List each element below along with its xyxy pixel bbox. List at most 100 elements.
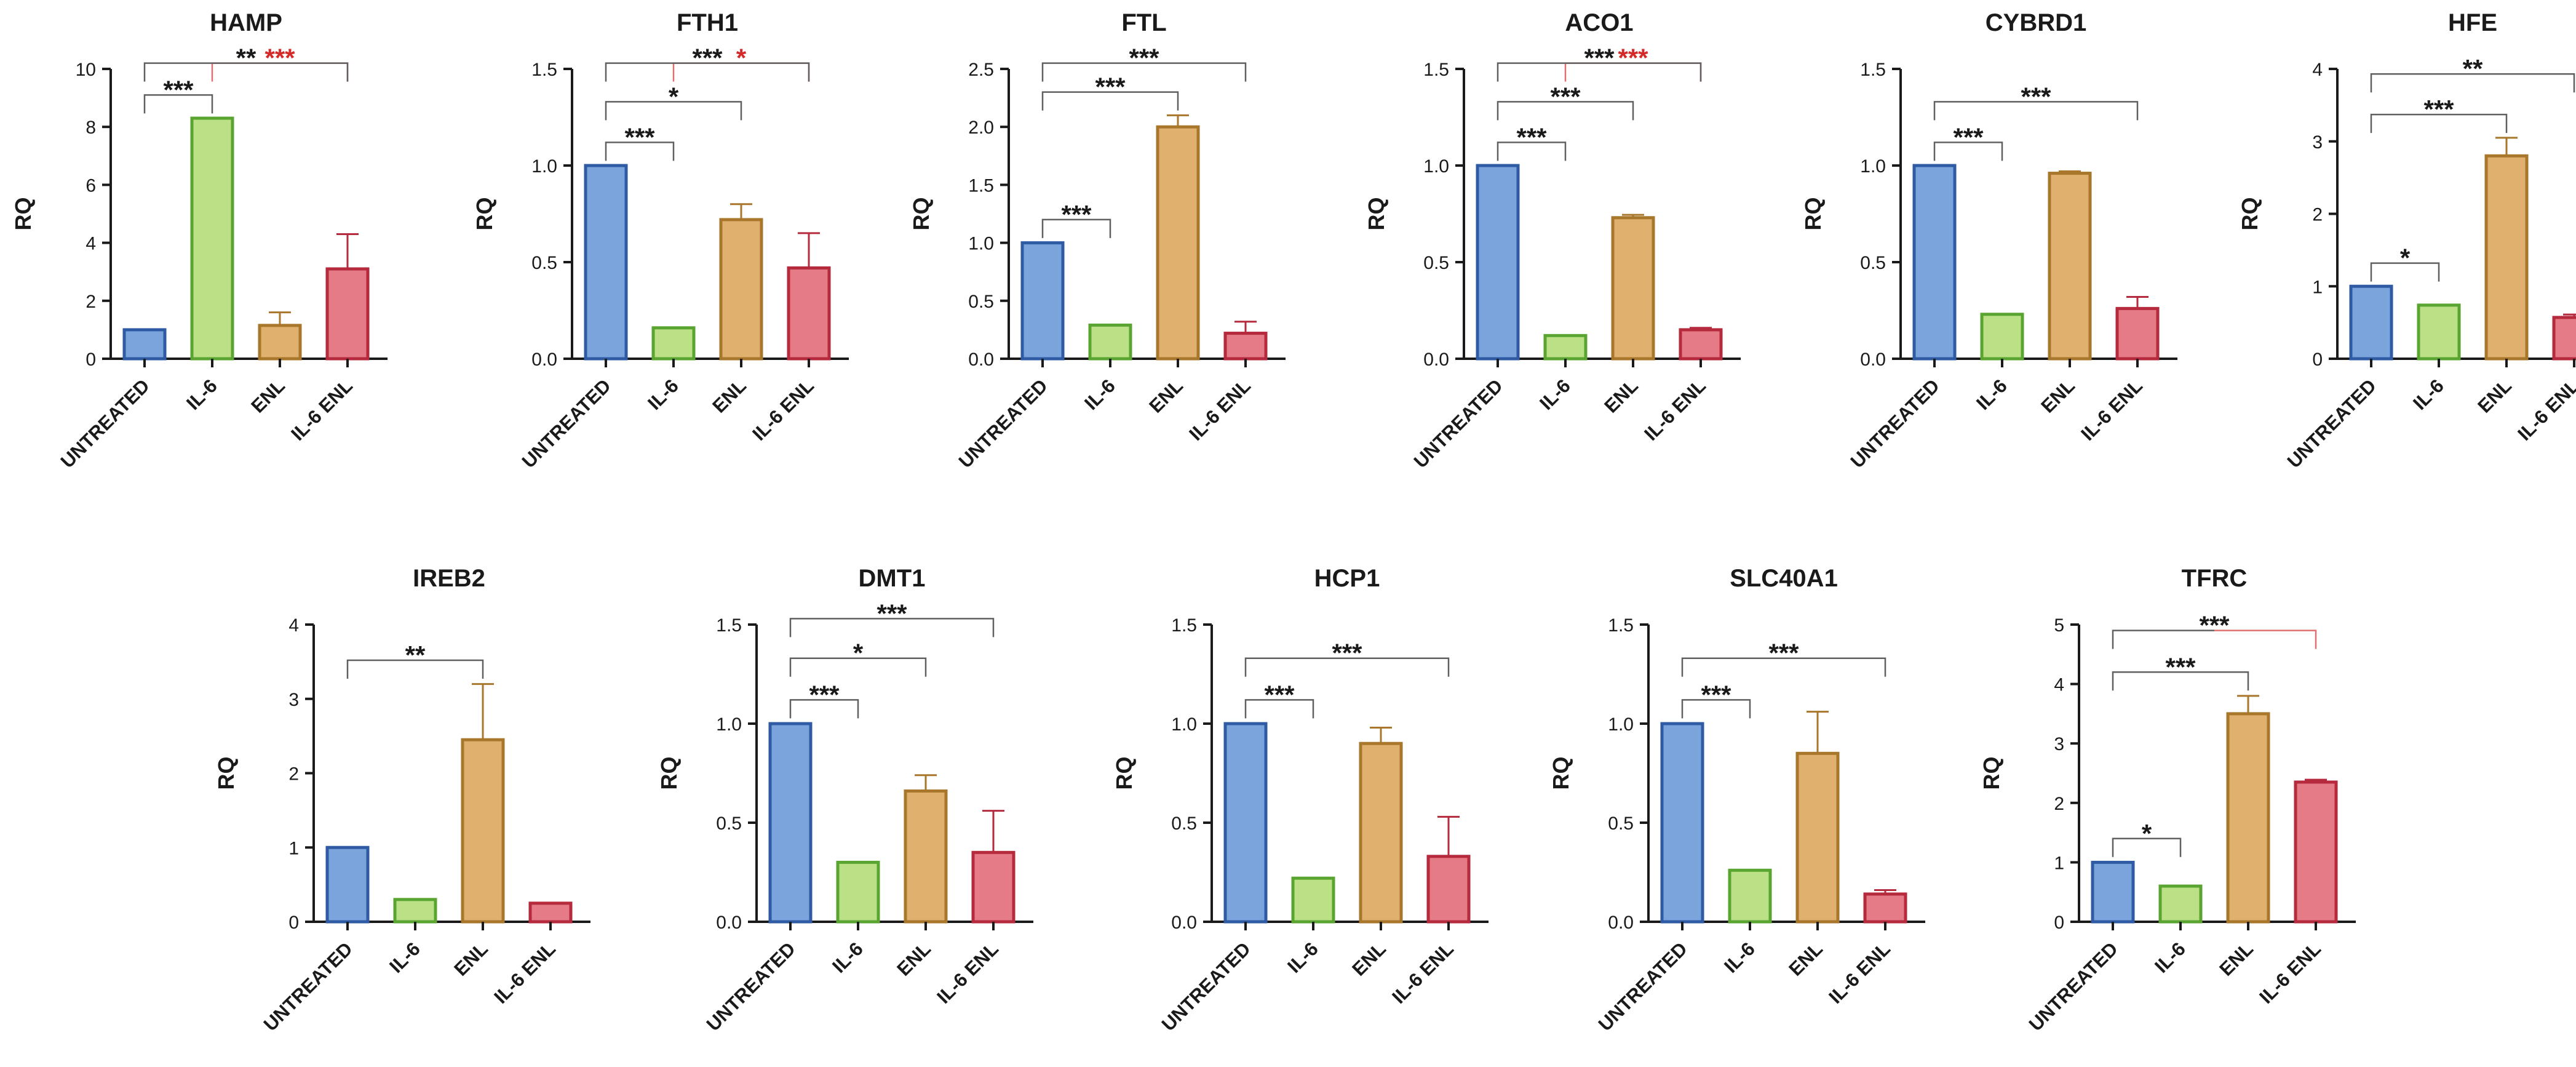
- significance-bracket: [2370, 113, 2508, 134]
- y-axis-label: RQ: [908, 198, 934, 231]
- x-tick-label: IL-6 ENL: [1640, 375, 1710, 445]
- significance-bracket: [1244, 657, 1450, 677]
- bar-il-6-enl: [1223, 332, 1268, 361]
- chart-title: HCP1: [1314, 565, 1380, 592]
- significance-label: ***: [1061, 200, 1092, 229]
- y-tick-label: 1.0: [968, 234, 994, 254]
- y-tick-label: 4: [85, 234, 96, 254]
- y-tick-label: 0.0: [968, 350, 994, 370]
- significance-label: *: [2400, 244, 2411, 273]
- y-tick-label: 0.5: [1860, 253, 1886, 273]
- significance-label: ***: [1701, 680, 1731, 709]
- significance-label: **: [405, 641, 426, 669]
- y-axis-label: RQ: [472, 198, 497, 231]
- bar-untreated: [2349, 284, 2393, 361]
- x-tick-label: IL-6: [1080, 375, 1119, 414]
- bar-il-6-enl: [2294, 780, 2338, 924]
- y-tick-label: 10: [76, 60, 96, 80]
- bar-il-6: [1980, 313, 2024, 361]
- chart-title: CYBRD1: [1986, 9, 2086, 36]
- bar-enl: [1795, 751, 1840, 924]
- bar-untreated: [325, 845, 370, 924]
- x-tick-label: IL-6 ENL: [2513, 375, 2576, 445]
- x-tick-label: UNTREATED: [1847, 375, 1944, 472]
- x-tick-label: UNTREATED: [955, 375, 1052, 472]
- bar-untreated: [1223, 722, 1268, 924]
- x-tick-label: ENL: [892, 938, 935, 980]
- x-tick-label: ENL: [2215, 938, 2257, 980]
- significance-bracket: [1497, 142, 1567, 161]
- significance-label: ***: [2423, 95, 2454, 124]
- significance-bracket: [1041, 91, 1179, 111]
- chart-panel-cybrd1: CYBRD1 RQ 0.0 0.5 1.0 1.5 UNTREATED IL-6 ENLIL-6…: [1800, 9, 2177, 473]
- y-tick-label: 3: [2312, 132, 2323, 153]
- significance-bracket: [1933, 142, 2003, 161]
- bar-il-6: [190, 116, 234, 361]
- x-tick-label: ENL: [2473, 375, 2516, 417]
- significance-label: ***: [1129, 44, 1159, 73]
- x-tick-label: IL-6: [1535, 375, 1575, 414]
- significance-bracket: [1244, 699, 1314, 719]
- bar-enl: [2484, 154, 2529, 361]
- x-tick-label: IL-6: [182, 375, 221, 414]
- y-tick-label: 1.0: [1171, 714, 1197, 735]
- significance-bracket: [1933, 101, 2139, 121]
- bar-enl: [2226, 712, 2270, 924]
- significance-bracket: [1041, 218, 1111, 238]
- y-tick-label: 0.5: [1608, 813, 1634, 834]
- significance-label: ***: [2165, 652, 2196, 681]
- significance-label: *: [853, 639, 864, 668]
- bar-il-6: [2417, 303, 2461, 361]
- x-tick-label: IL-6 ENL: [1388, 938, 1458, 1008]
- x-tick-label: UNTREATED: [2025, 938, 2122, 1035]
- significance-label: ***: [1516, 122, 1547, 151]
- significance-bracket: [789, 657, 927, 677]
- bar-untreated: [1660, 722, 1704, 924]
- y-tick-label: 1.0: [1423, 156, 1449, 177]
- y-tick-label: 5: [2054, 615, 2064, 636]
- bar-il-6-enl: [528, 901, 573, 924]
- significance-bracket: [1497, 62, 1702, 82]
- x-tick-label: IL-6: [385, 938, 424, 977]
- significance-bracket: [1681, 699, 1751, 719]
- significance-bracket: [143, 62, 349, 82]
- x-tick-label: IL-6 ENL: [287, 375, 357, 445]
- y-tick-label: 2.0: [968, 118, 994, 138]
- y-tick-label: 2: [2054, 794, 2064, 814]
- significance-label: ***: [692, 44, 723, 73]
- bar-il-6-enl: [2552, 316, 2576, 361]
- chart-title: TFRC: [2182, 565, 2248, 592]
- significance-label: **: [236, 44, 256, 73]
- bar-untreated: [1020, 241, 1065, 361]
- significance-label: ***: [1584, 44, 1615, 73]
- y-tick-label: 2: [85, 292, 96, 312]
- x-tick-label: IL-6 ENL: [490, 938, 560, 1008]
- chart-panel-slc40a1: SLC40A1 RQ 0.0 0.5 1.0 1.5 UNTREATED IL-6 ENLIL-…: [1548, 565, 1925, 1036]
- y-tick-label: 1.0: [531, 156, 557, 177]
- significance-label: **: [2463, 54, 2483, 83]
- significance-label: *: [736, 44, 747, 73]
- y-tick-label: 1: [2312, 277, 2323, 297]
- x-tick-label: IL-6 ENL: [932, 938, 1003, 1008]
- y-tick-label: 4: [288, 615, 299, 636]
- bar-il-6-enl: [971, 850, 1016, 924]
- significance-bracket: [1041, 62, 1247, 82]
- bar-il-6: [1291, 876, 1335, 924]
- bar-enl: [904, 789, 948, 924]
- x-tick-label: IL-6: [1972, 375, 2011, 414]
- y-tick-label: 0.5: [1171, 813, 1197, 834]
- bar-il-6-enl: [325, 267, 370, 361]
- y-tick-label: 0: [2312, 350, 2323, 370]
- bar-il-6-enl: [1679, 328, 1723, 361]
- x-tick-label: ENL: [450, 938, 492, 980]
- significance-bracket: [789, 618, 995, 637]
- y-tick-label: 4: [2312, 60, 2323, 80]
- bar-il-6: [1728, 868, 1772, 924]
- significance-bracket: [2112, 671, 2249, 691]
